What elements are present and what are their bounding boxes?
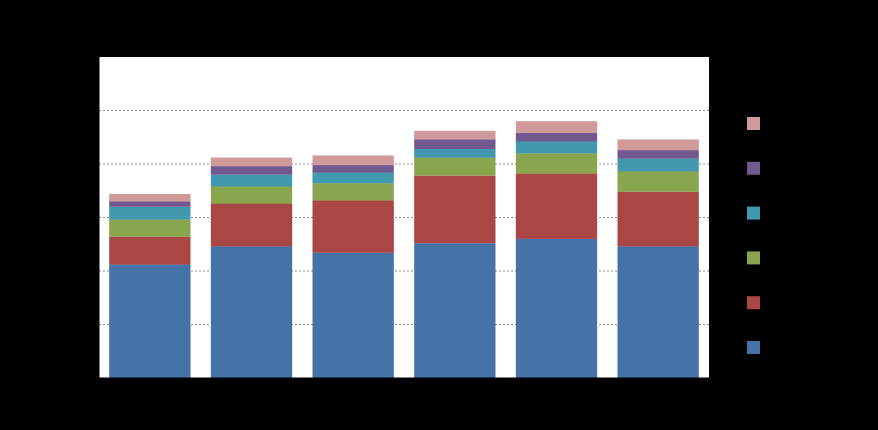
bar-segment xyxy=(617,171,699,192)
bar-segment xyxy=(515,141,598,154)
legend-swatch xyxy=(747,206,760,220)
bar-segment xyxy=(515,132,598,142)
bar-segment xyxy=(210,157,293,167)
bar-segment xyxy=(312,172,394,184)
bar-segment xyxy=(210,166,293,175)
bar-segment xyxy=(617,139,699,151)
bar-segment xyxy=(617,158,699,172)
bar-segment xyxy=(515,173,598,239)
bar-segment xyxy=(312,183,394,201)
bar-segment xyxy=(312,200,394,253)
bar-segment xyxy=(515,153,598,174)
gridlines xyxy=(99,110,709,325)
bar-segment xyxy=(210,186,293,204)
bar-segment xyxy=(617,150,699,159)
bar-segment xyxy=(210,174,293,187)
bar-segment xyxy=(414,243,496,378)
bar-segment xyxy=(414,157,496,176)
legend-swatch xyxy=(747,251,760,265)
bar-segment xyxy=(109,193,191,202)
bar-segment xyxy=(109,219,191,237)
bar-stacks xyxy=(109,121,699,378)
legend xyxy=(747,117,760,354)
bar-segment xyxy=(414,175,496,244)
bar-segment xyxy=(109,236,191,265)
bar-segment xyxy=(210,203,293,247)
legend-swatch xyxy=(747,341,760,354)
legend-swatch xyxy=(747,117,760,130)
axes xyxy=(94,56,710,383)
bar-segment xyxy=(617,191,699,247)
bar-segment xyxy=(515,121,598,133)
bar-segment xyxy=(414,130,496,140)
bar-segment xyxy=(109,264,191,378)
legend-swatch xyxy=(747,161,760,175)
bar-segment xyxy=(414,139,496,150)
bar-segment xyxy=(109,201,191,207)
bar-segment xyxy=(312,165,394,173)
bar-segment xyxy=(515,238,598,378)
bar-segment xyxy=(312,252,394,378)
bar-segment xyxy=(210,246,293,378)
bar-segment xyxy=(109,206,191,220)
legend-swatch xyxy=(747,296,760,310)
bar-segment xyxy=(617,246,699,378)
bar-segment xyxy=(312,155,394,166)
bar-segment xyxy=(414,149,496,158)
